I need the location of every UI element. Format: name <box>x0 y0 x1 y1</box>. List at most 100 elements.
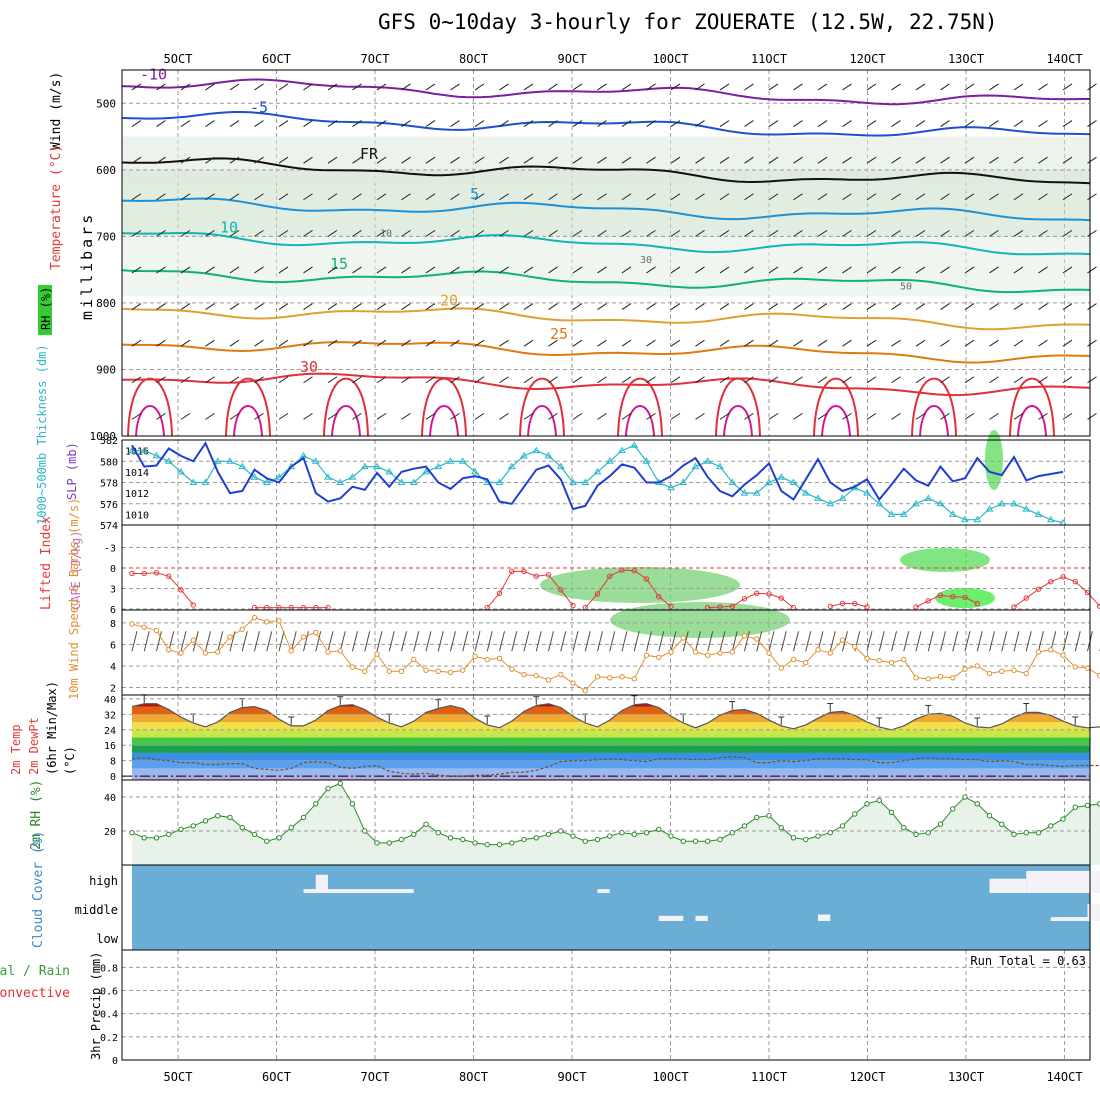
rh-point <box>766 813 772 819</box>
wind-barb <box>1062 156 1073 164</box>
lifted-index-point <box>839 600 846 607</box>
li-tick-label: 6 <box>110 605 116 616</box>
thickness-point <box>838 494 847 501</box>
wind-barb <box>229 229 240 237</box>
thickness-axis-label: 1000~500mb Thickness (dm) <box>35 344 49 525</box>
wind-barb <box>1062 229 1073 237</box>
surface-wind-barb <box>707 631 714 652</box>
wind-barb <box>376 229 387 237</box>
wind-barb <box>401 412 411 420</box>
wind-speed-point <box>680 635 686 641</box>
wind-barb <box>205 376 215 384</box>
rh-point <box>876 797 882 804</box>
wind-barb <box>474 303 485 310</box>
rh-point <box>790 835 797 841</box>
cloud-level-label: middle <box>75 903 118 917</box>
thickness-point <box>1010 499 1018 507</box>
wind-barb <box>180 83 191 91</box>
wind-barb <box>352 339 362 347</box>
wind-barb <box>1087 120 1097 127</box>
lifted-index-point <box>741 596 748 602</box>
wind-barb <box>572 83 583 91</box>
temp-color-bands <box>132 703 1090 780</box>
wind-barb <box>842 120 852 127</box>
surface-wind-barb <box>1062 631 1069 652</box>
rh-point <box>153 835 160 841</box>
lifted-index-line <box>1013 576 1100 608</box>
diurnal-temp-loop-inner <box>723 405 753 437</box>
thickness-point <box>275 473 283 480</box>
thickness-line <box>132 444 1064 524</box>
thickness-point <box>752 489 761 496</box>
wind-barb <box>450 266 460 274</box>
surface-wind-barb <box>143 631 150 652</box>
wind-barb <box>229 339 240 347</box>
lifted-index-point <box>766 591 772 597</box>
thickness-point <box>1046 515 1055 523</box>
thickness-point <box>997 499 1006 507</box>
wind-barb <box>474 266 485 274</box>
rh-point <box>435 830 441 836</box>
wind-speed-point <box>827 650 833 656</box>
rh-point <box>937 821 944 827</box>
rh-moist-area <box>935 588 995 608</box>
wind-barb <box>695 120 705 127</box>
y-tick-label: 600 <box>96 164 116 177</box>
wind-barb <box>254 83 264 91</box>
wind-barb <box>1013 412 1024 420</box>
wind-barb <box>180 156 191 164</box>
wind-barb <box>817 120 828 127</box>
wind-barb <box>695 303 705 310</box>
wind-barb <box>1038 376 1048 384</box>
lifted-index-point <box>190 602 196 608</box>
wind-barb <box>621 303 632 310</box>
diurnal-temp-loop <box>1009 377 1055 437</box>
wind-barb <box>548 229 558 237</box>
wind-barb <box>131 303 142 310</box>
surface-wind-barb <box>511 631 518 652</box>
rh-point <box>411 831 417 838</box>
x-tick-label-top: 8OCT <box>459 52 488 66</box>
wind-barb <box>572 303 583 310</box>
rh-point <box>778 824 784 831</box>
thickness-point <box>324 473 332 480</box>
temp-band <box>132 729 1090 738</box>
li-tick-label: 0 <box>110 564 116 575</box>
surface-wind-barb <box>499 631 505 652</box>
wind-barb <box>989 229 999 237</box>
lifted-index-point <box>852 600 858 607</box>
lifted-index-point <box>827 603 833 609</box>
wind-barb <box>401 339 411 347</box>
rh-point <box>374 840 380 846</box>
surface-wind-barb <box>1038 631 1044 652</box>
wind-speed-point <box>1023 670 1029 677</box>
wind-barb <box>156 156 166 164</box>
temp-band <box>132 768 1090 777</box>
wind-speed-point <box>803 660 809 666</box>
thickness-point <box>789 478 798 485</box>
surface-wind-barb <box>364 631 371 652</box>
rh-point <box>692 838 699 844</box>
wind-barb <box>425 193 436 201</box>
wind-barb <box>303 376 313 384</box>
wind-barb <box>695 229 705 237</box>
wind-barb <box>891 303 901 310</box>
diurnal-temp-loop-inner <box>821 405 851 437</box>
wind-barb <box>866 156 877 164</box>
wind-speed-point <box>999 668 1005 675</box>
rh-point <box>729 830 735 836</box>
wind-barb <box>646 120 656 127</box>
wind-barb <box>548 83 558 91</box>
surface-wind-barb <box>670 631 677 652</box>
lifted-index-point <box>778 595 784 601</box>
thickness-point <box>201 478 210 485</box>
surface-wind-barb <box>560 631 567 652</box>
lifted-index-point <box>913 604 919 610</box>
wind-barb <box>719 229 730 237</box>
wind-barb <box>989 266 999 274</box>
thickness-point <box>679 478 688 485</box>
wind-barb <box>499 303 509 310</box>
isotherm-label: 25 <box>550 325 568 343</box>
wind-barb <box>817 156 828 164</box>
panel-frame <box>121 69 1091 437</box>
